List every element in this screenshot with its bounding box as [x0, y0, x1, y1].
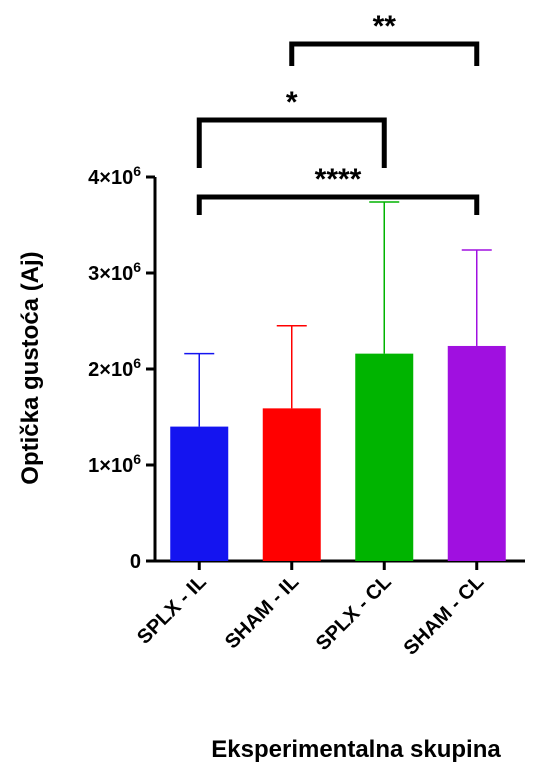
- bar: [170, 426, 229, 561]
- y-axis-title: Optička gustoća (Aj): [17, 251, 44, 484]
- bar: [447, 345, 506, 561]
- bars: [170, 345, 506, 561]
- y-tick-label: 1×106: [88, 451, 141, 477]
- error-bar: [184, 352, 215, 427]
- x-tick-label: SPLX - CL: [312, 571, 396, 655]
- significance-brackets: *******: [196, 10, 480, 215]
- error-bar: [461, 249, 492, 346]
- significance-bracket: ****: [196, 163, 480, 215]
- y-tick-label: 2×106: [88, 355, 141, 381]
- significance-bracket: **: [289, 10, 480, 66]
- x-tick-label: SHAM - IL: [221, 571, 303, 653]
- x-axis-title: Eksperimentalna skupina: [211, 736, 501, 763]
- bar: [262, 408, 321, 561]
- y-tick-label: 3×106: [88, 259, 141, 285]
- y-tick-label: 4×106: [88, 163, 141, 189]
- bar: [355, 353, 414, 561]
- significance-label: ****: [315, 163, 362, 196]
- x-tick-label: SPLX - IL: [133, 571, 211, 649]
- y-tick-label: 0: [130, 551, 141, 573]
- x-tick-label: SHAM - CL: [400, 571, 489, 660]
- error-bar: [369, 201, 400, 354]
- significance-label: **: [373, 10, 397, 43]
- error-bar: [276, 325, 307, 409]
- error-bars: [184, 201, 492, 427]
- significance-bracket: *: [196, 86, 387, 168]
- significance-label: *: [286, 86, 298, 119]
